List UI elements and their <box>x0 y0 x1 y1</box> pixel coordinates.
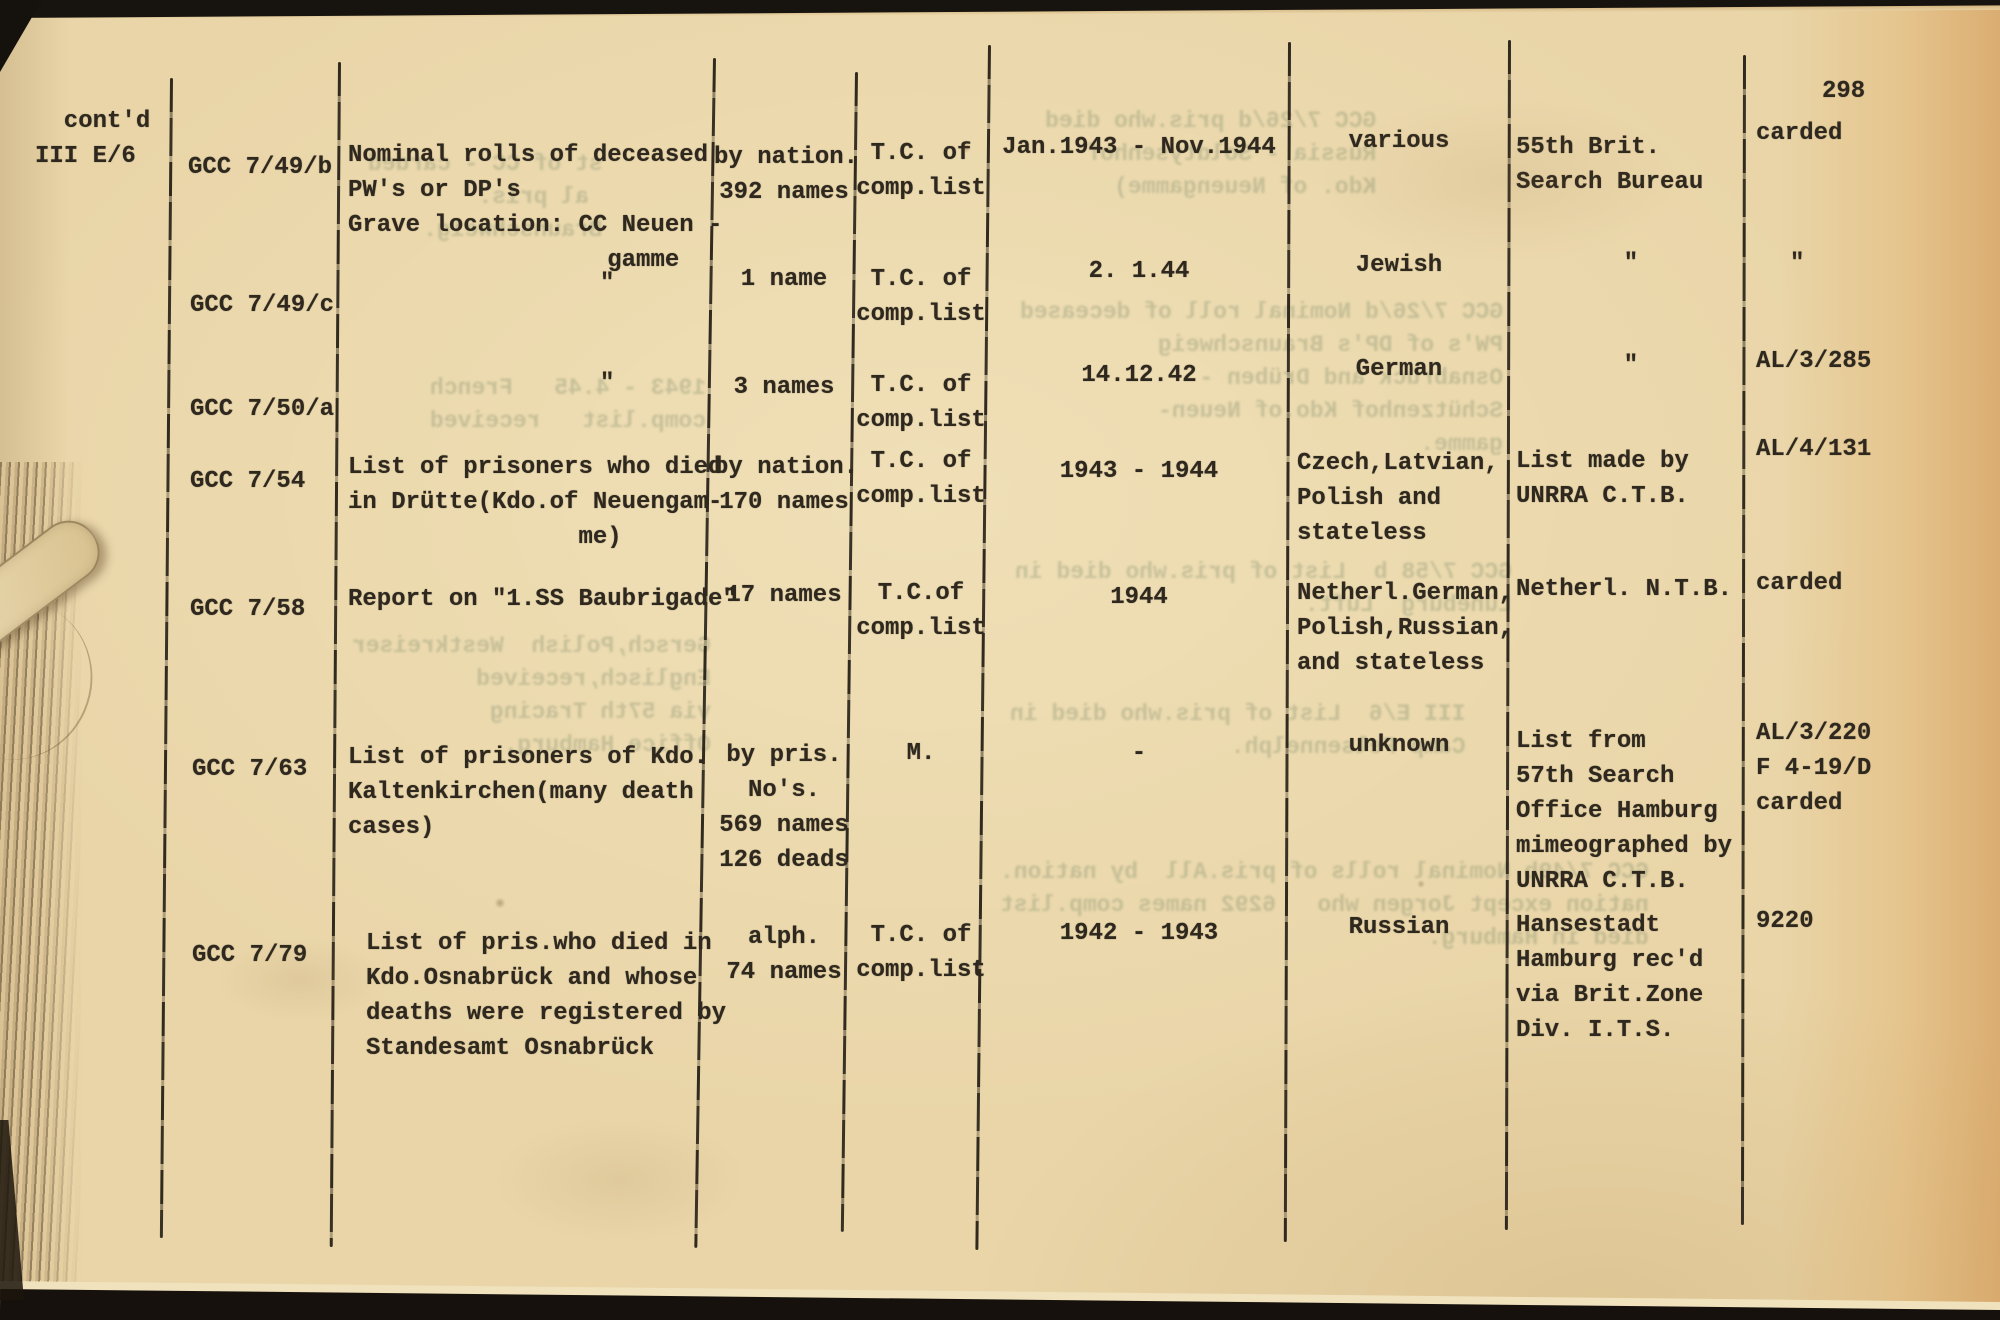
arrangement-cell: by pris. No's. 569 names 126 deads <box>719 742 849 874</box>
doc-type-cell: M. <box>906 740 936 767</box>
bleedthrough-text: 1943 - 4.45 French comp.list received <box>430 375 707 434</box>
column-rule <box>159 77 173 1238</box>
doc-type-cell: T.C. of comp.list <box>856 922 986 984</box>
source-cell: List from 57th Search Office Hamburg mim… <box>1516 728 1733 895</box>
description-cell: Report on "1.SS Baubrigade" <box>348 586 737 613</box>
date-cell: Jan.1943 - Nov.1944 <box>1002 134 1276 161</box>
ref-cell: GCC 7/49/b <box>188 154 333 181</box>
date-cell: 1943 - 1944 <box>1059 458 1219 485</box>
source-cell: " <box>1623 250 1639 277</box>
ref-cell: GCC 7/49/c <box>190 292 335 319</box>
ref-cell: GCC 7/50/a <box>190 396 335 423</box>
description-cell: Nominal rolls of deceased PW's or DP's G… <box>348 142 723 274</box>
doc-type-cell: T.C. of comp.list <box>856 448 986 510</box>
nationality-cell: Czech,Latvian, Polish and stateless <box>1297 450 1499 547</box>
date-cell: 1944 <box>1110 584 1168 611</box>
arrangement-cell: by nation. 392 names <box>714 144 859 206</box>
doc-type-cell: T.C. of comp.list <box>856 266 986 328</box>
remarks-cell: carded <box>1756 120 1843 147</box>
nationality-cell: Russian <box>1348 914 1450 941</box>
column-rule <box>329 61 341 1247</box>
source-cell: List made by UNRRA C.T.B. <box>1516 448 1689 510</box>
date-cell: - <box>1131 740 1147 767</box>
column-rule <box>975 44 991 1250</box>
ref-cell: GCC 7/54 <box>190 468 306 495</box>
description-cell: List of pris.who died in Kdo.Osnabrück a… <box>366 930 727 1062</box>
nationality-cell: German <box>1355 356 1443 383</box>
section-label: cont'd III E/6 <box>35 108 151 170</box>
page-number: 298 <box>1822 78 1866 105</box>
remarks-cell: " <box>1790 250 1805 277</box>
column-rule <box>840 71 858 1232</box>
ref-cell: GCC 7/79 <box>192 942 308 969</box>
date-cell: 1942 - 1943 <box>1059 920 1219 947</box>
remarks-cell: AL/3/285 <box>1756 348 1872 375</box>
description-cell: " <box>600 270 615 297</box>
ref-cell: GCC 7/58 <box>190 596 306 623</box>
description-cell: List of prisoners who died in Drütte(Kdo… <box>348 454 723 551</box>
column-rule <box>1740 54 1746 1226</box>
remarks-cell: carded <box>1756 570 1843 597</box>
remarks-cell: AL/4/131 <box>1756 436 1872 463</box>
nationality-cell: Jewish <box>1355 252 1443 279</box>
arrangement-cell: alph. 74 names <box>726 924 842 986</box>
source-cell: 55th Brit. Search Bureau <box>1516 134 1704 196</box>
arrangement-cell: 3 names <box>733 374 835 401</box>
arrangement-cell: 17 names <box>726 582 842 609</box>
remarks-cell: 9220 <box>1756 908 1814 935</box>
doc-type-cell: T.C.of comp.list <box>856 580 986 642</box>
source-cell: " <box>1623 352 1639 379</box>
description-cell: " <box>600 370 615 397</box>
source-cell: Netherl. N.T.B. <box>1516 576 1733 603</box>
nationality-cell: Netherl.German, Polish,Russian, and stat… <box>1297 580 1514 677</box>
doc-type-cell: T.C. of comp.list <box>856 140 986 202</box>
arrangement-cell: 1 name <box>740 266 828 293</box>
doc-type-cell: T.C. of comp.list <box>856 372 986 434</box>
remarks-cell: AL/3/220 F 4-19/D carded <box>1756 720 1872 817</box>
arrangement-cell: by nation. 170 names <box>714 454 859 516</box>
source-cell: Hansestadt Hamburg rec'd via Brit.Zone D… <box>1516 912 1704 1044</box>
date-cell: 2. 1.44 <box>1088 258 1190 285</box>
ref-cell: GCC 7/63 <box>192 756 308 783</box>
nationality-cell: unknown <box>1348 732 1450 759</box>
column-rule <box>1283 41 1291 1242</box>
date-cell: 14.12.42 <box>1081 362 1197 389</box>
nationality-cell: various <box>1348 128 1450 155</box>
description-cell: List of prisoners of Kdo. Kaltenkirchen(… <box>348 744 709 841</box>
